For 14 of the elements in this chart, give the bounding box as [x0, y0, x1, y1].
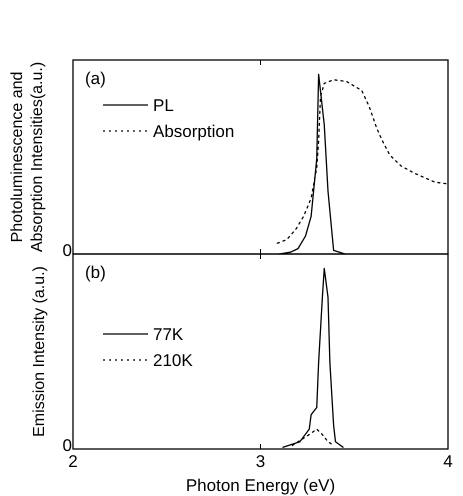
legend-label: 210K — [153, 351, 194, 370]
y-axis-title: Photoluminescence and Absorption Intensities(a.u.) — [9, 62, 46, 252]
x-tick-label: 3 — [256, 452, 266, 471]
legend-label: PL — [153, 96, 174, 115]
chart-title: (a) — [85, 69, 106, 88]
chart-title: (b) — [85, 263, 106, 282]
x-tick-label: 2 — [68, 452, 78, 471]
text: 0 — [62, 241, 72, 260]
legend-label: Absorption — [153, 122, 234, 141]
text: 0 — [62, 436, 72, 455]
x-axis-title: Photon Energy (eV) — [186, 476, 336, 495]
legend-label: 77K — [153, 325, 184, 344]
y-axis-title: Emission Intensity (a.u.) — [31, 266, 48, 437]
x-tick-label: 4 — [443, 452, 453, 471]
